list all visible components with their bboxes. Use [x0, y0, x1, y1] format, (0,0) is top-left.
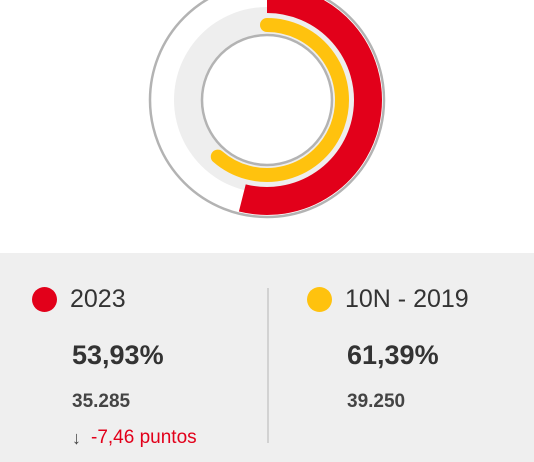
donut-arc-inner: [210, 18, 349, 182]
percent-2023: 53,93%: [72, 340, 164, 370]
percent-2019: 61,39%: [347, 340, 439, 370]
donut-arc-outer: [238, 0, 382, 215]
votes-2023: 35.285: [72, 391, 131, 412]
donut-chart: [148, 0, 386, 219]
legend-dot-2023: [32, 287, 57, 312]
legend-label-2019: 10N - 2019: [345, 285, 469, 313]
legend-2019: 10N - 2019: [307, 285, 469, 314]
divider: [267, 288, 269, 443]
legend-label-2023: 2023: [70, 285, 126, 313]
legend-dot-2019: [307, 287, 332, 312]
difference-2023: ↓ -7,46 puntos: [72, 427, 197, 449]
legend-2023: 2023: [32, 285, 126, 314]
donut-outer-outline: [148, 0, 386, 219]
difference-text: -7,46 puntos: [91, 427, 197, 448]
donut-inner-outline: [200, 33, 334, 167]
down-arrow-icon: ↓: [72, 427, 81, 448]
votes-2019: 39.250: [347, 391, 406, 412]
results-panel: 2023 53,93% 35.285 ↓ -7,46 puntos 10N - …: [0, 253, 534, 462]
